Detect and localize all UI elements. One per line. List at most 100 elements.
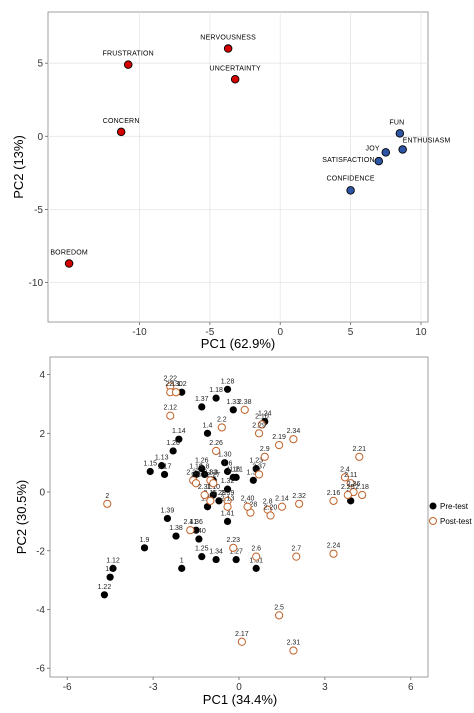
panel2-x-tick-label: -6 [63,682,72,693]
pre-test-point-label: 1.41 [221,510,235,517]
pre-test-point-label: 1.24 [258,411,272,418]
post-test-point-label: 2.17 [235,631,249,638]
post-test-point-label: 2.1 [165,381,175,388]
legend: Pre-test Post-test [429,502,472,526]
pre-test-point-label: 1.28 [221,378,235,385]
post-test-point [103,499,112,508]
post-test-point [295,499,304,508]
post-test-point-label: 2.32 [292,493,306,500]
pre-test-point-label: 1.16 [226,466,240,473]
pre-test-point-label: 1.34 [209,549,223,556]
panel1-y-axis-label: PC2 (13%) [11,135,26,199]
pre-test-point [175,435,183,443]
panel1-y-tick-label: 0 [37,132,43,143]
post-test-point [260,452,269,461]
post-test-point-label: 2.36 [347,481,361,488]
panel2-y-tick-label: -4 [36,605,45,616]
post-test-point-label: 2.13 [221,496,235,503]
pre-test-point-label: 1.30 [218,452,232,459]
panel2-y-tick-label: -6 [36,664,45,675]
panel2-y-tick-label: 2 [39,429,45,440]
panel2-tick-labels: -6 -3 0 3 6 -6 -4 -2 0 2 4 [36,370,414,693]
post-test-point [252,552,261,561]
pre-test-point-label: 1.7 [105,566,115,573]
post-test-point-label: 2.27 [206,472,220,479]
emotion-point-uncertainty [230,75,240,84]
pre-test-point [203,503,212,511]
post-test-point [209,479,218,488]
pre-test-point [192,470,200,479]
emotion-label-confidence: CONFIDENCE [326,175,374,182]
pre-test-point-label: 1.4 [203,422,213,429]
post-test-point [217,423,226,432]
panel1-y-tick-label: -10 [29,278,44,289]
post-test-point [340,473,350,482]
post-test-point [171,388,181,397]
emotion-point-confidence [346,186,355,195]
pre-test-point [203,429,212,437]
panel2-x-tick-label: 6 [408,682,414,693]
post-test-point [329,549,338,558]
pre-test-point-label: 1.31 [249,557,263,564]
post-test-point-label: 2.3 [191,472,201,479]
emotion-label-uncertainty: UNCERTAINTY [210,65,261,72]
post-test-point-label: 2.38 [238,399,252,406]
post-test-point-label: 2.23 [226,537,240,544]
pre-test-point [172,532,180,540]
post-test-point-label: 2.19 [272,434,286,441]
pre-test-point [109,564,117,572]
emotion-label-fun: FUN [389,119,404,126]
pre-test-point [209,491,217,499]
post-test-point-label: 2.16 [327,490,341,497]
post-test-point [240,405,249,414]
pre-test-point-label: 1.3 [208,469,218,476]
pre-test-point [100,591,109,599]
post-test-point [237,637,246,646]
post-test-point-label: 2.34 [287,428,301,435]
panel2-y-tick-label: 0 [39,488,45,499]
post-test-point [274,440,284,450]
post-test-point [343,490,352,500]
post-test-point [329,496,338,505]
pre-test-point-label: 1.20 [166,440,180,447]
pre-test-point-label: 1.29 [212,490,226,497]
panel2-x-tick-label: 0 [236,682,242,693]
post-test-point-label: 2.7 [291,546,301,553]
post-test-point-label: 2.30 [169,381,183,388]
panel1-points: NERVOUSNESS FRUSTRATION UNCERTAINTY CONCERN… [50,35,450,268]
post-test-point [257,420,267,429]
pre-test-point [347,497,355,505]
post-test-point-label: 2.8 [263,499,273,506]
pre-test-point [232,473,240,481]
panel1-x-tick-label: 0 [277,327,283,338]
legend-pre-marker [429,502,437,510]
post-test-point [166,411,175,420]
pre-test-point-label: 1.38 [169,525,183,532]
pre-test-point-label: 1.35 [247,469,261,476]
pre-test-point-label: 1.12 [106,557,120,564]
post-test-point-label: 2.22 [163,375,177,382]
legend-pre-label: Pre-test [440,502,469,511]
emotion-label-concern: CONCERN [103,118,140,125]
post-test-point [229,543,238,552]
post-test-point [243,502,252,511]
post-test-point-label: 2.29 [252,422,266,429]
pre-test-point [178,564,186,572]
post-test-point [346,479,355,488]
legend-post-label: Post-test [440,517,472,526]
post-test-point [254,429,264,438]
pre-test-point [252,564,260,572]
post-test-point [223,502,232,511]
pre-test-point [232,555,240,564]
pre-test-point-label: 1.32 [221,478,235,485]
post-test-point-label: 2.25 [341,484,355,491]
post-test-point-label: 2.24 [327,543,341,550]
emotion-point-fun [395,129,405,138]
emotion-point-nervousness [223,44,233,53]
pre-test-point [140,544,149,552]
panel2-x-tick-label: -3 [149,682,158,693]
pre-test-point [146,467,154,476]
post-test-point-label: 2.33 [204,469,218,476]
post-test-point [186,526,195,535]
post-test-point-label: 2.4 [340,466,350,473]
